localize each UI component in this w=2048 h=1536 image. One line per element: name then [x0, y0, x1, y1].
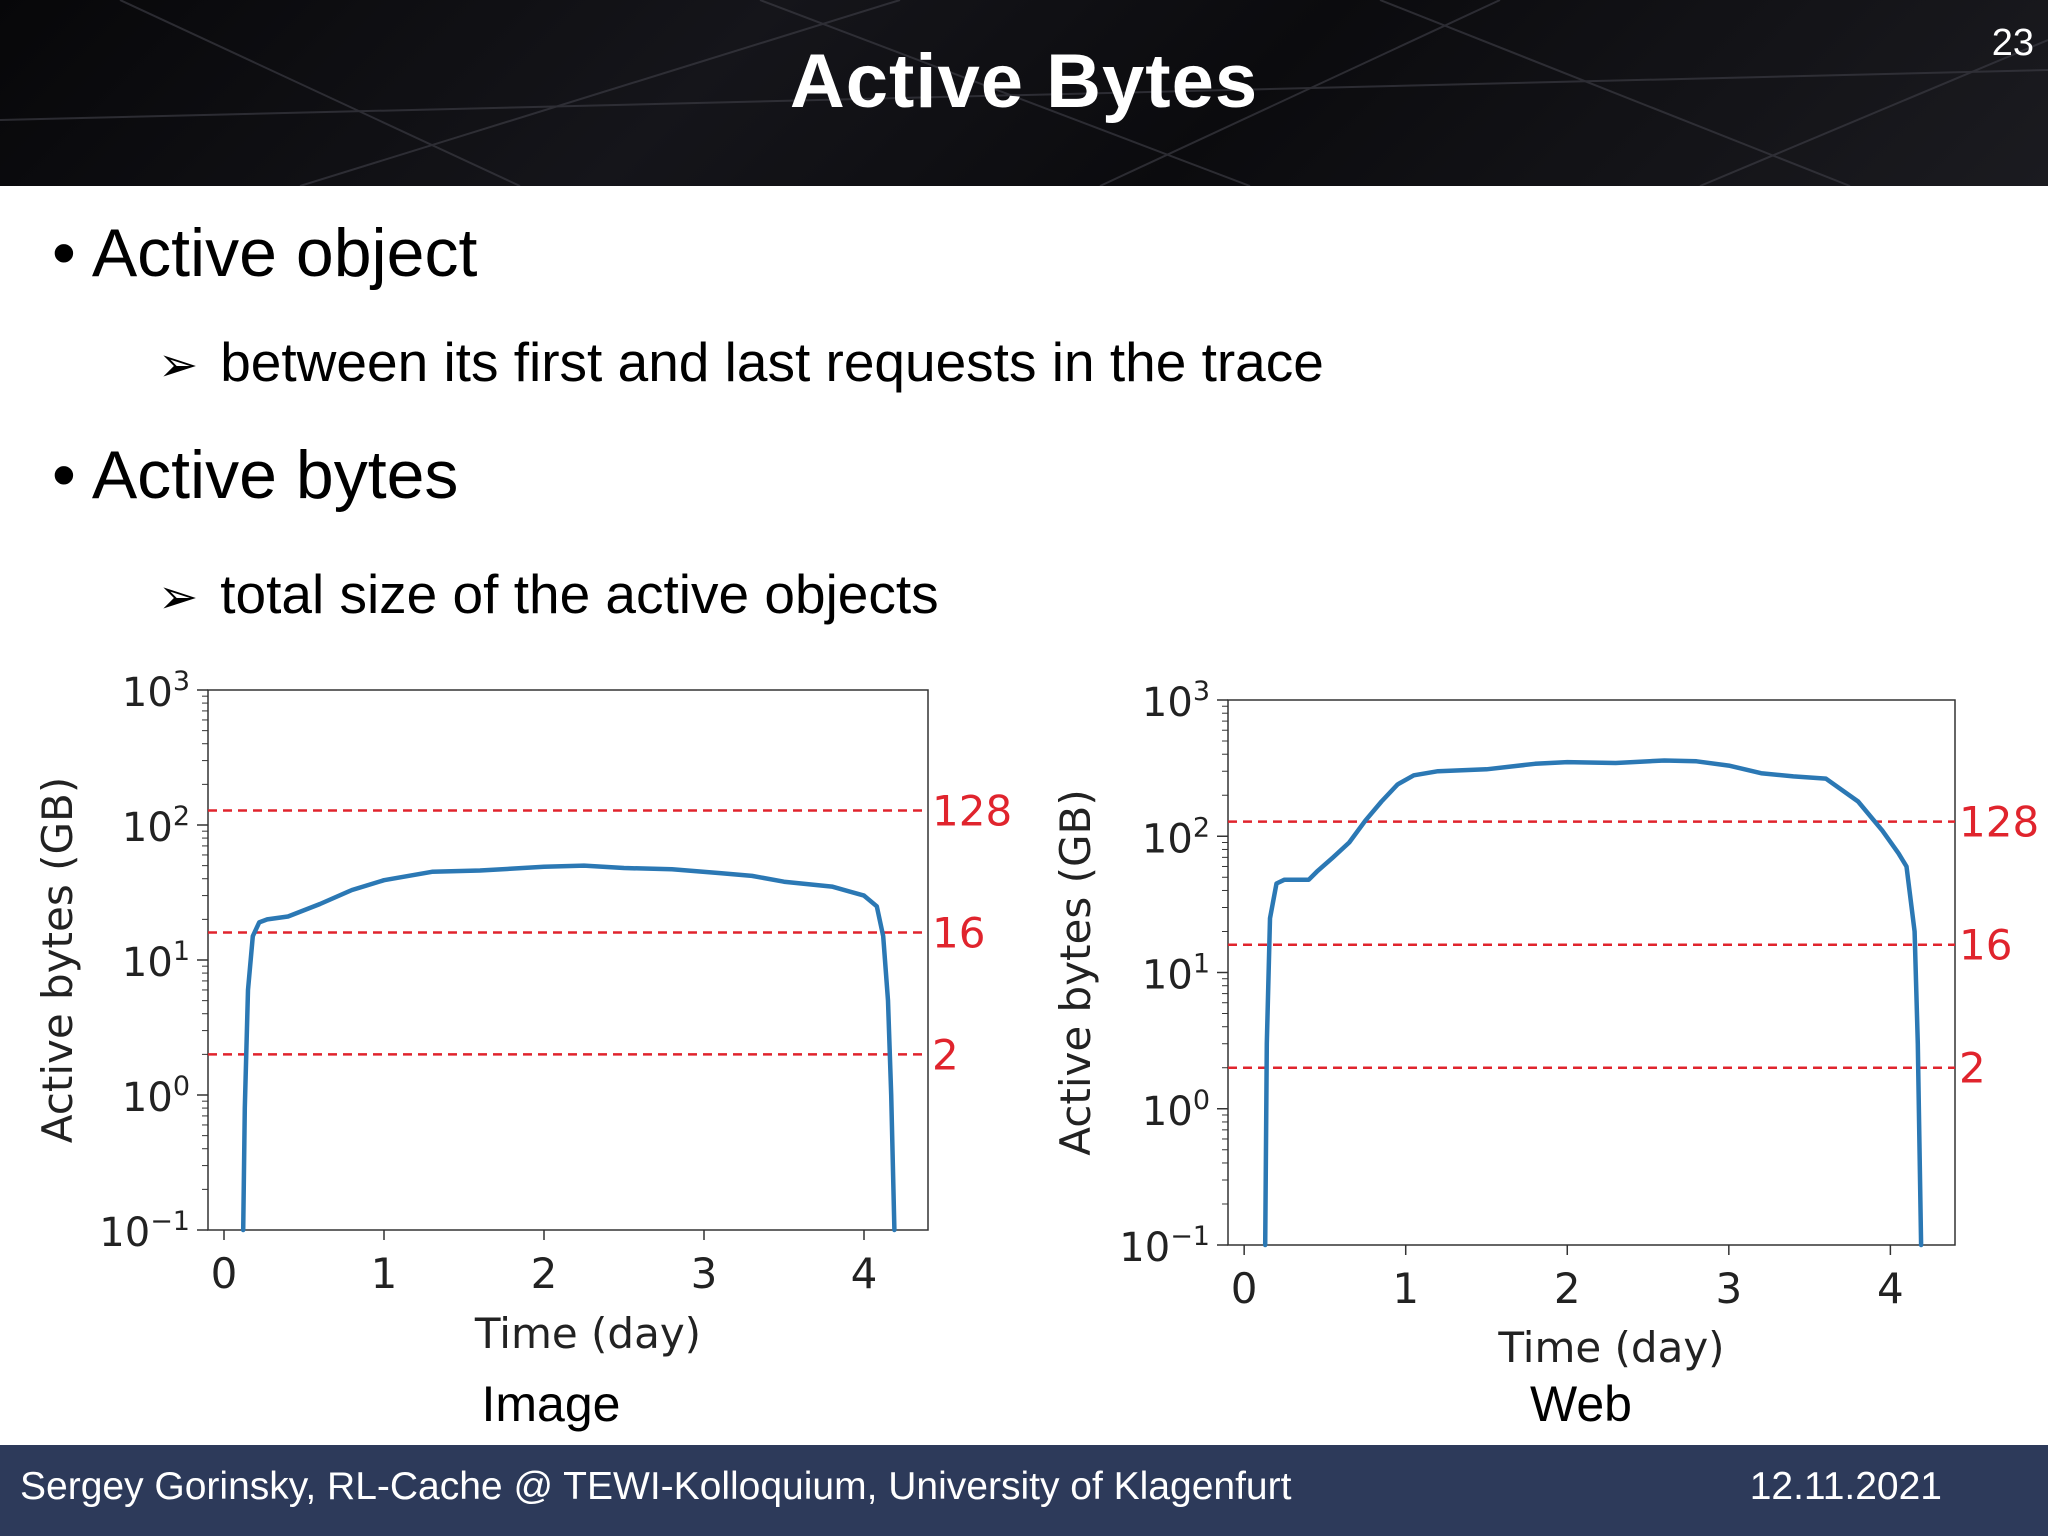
bullet-active-object: • Active object: [52, 214, 477, 292]
y-tick-base: 10: [122, 1075, 173, 1121]
y-tick-exponent: 1: [1193, 949, 1210, 980]
reference-line-label: 128: [1959, 798, 2039, 847]
y-tick-label: 100: [1142, 1085, 1210, 1135]
y-tick-label: 103: [1142, 676, 1210, 726]
y-tick-base: 10: [1119, 1225, 1170, 1271]
y-tick-exponent: 1: [173, 936, 190, 967]
y-tick-exponent: 0: [173, 1071, 190, 1102]
y-axis-label: Active bytes (GB): [1051, 789, 1100, 1155]
sub-bullet-first-last-requests: ➢ between its first and last requests in …: [158, 330, 1324, 394]
y-tick-base: 10: [1142, 816, 1193, 862]
y-tick-label: 102: [122, 801, 190, 851]
reference-line-label: 16: [932, 908, 985, 957]
bullet-text: Active bytes: [91, 437, 459, 513]
y-tick-label: 103: [122, 666, 190, 716]
y-tick-label: 101: [1142, 949, 1210, 999]
sub-bullet-text: total size of the active objects: [220, 563, 939, 625]
chart-caption-web: Web: [1530, 1376, 1632, 1432]
x-tick-label: 1: [1392, 1264, 1419, 1313]
x-tick-label: 3: [1715, 1264, 1742, 1313]
slide-header: Active Bytes 23: [0, 0, 2048, 186]
y-tick-exponent: −1: [1170, 1221, 1210, 1252]
y-tick-exponent: 2: [173, 801, 190, 832]
x-tick-label: 2: [1554, 1264, 1581, 1313]
y-tick-exponent: −1: [150, 1206, 190, 1237]
slide-title: Active Bytes: [789, 39, 1259, 124]
y-tick-base: 10: [1142, 953, 1193, 999]
sub-bullet-text: between its first and last requests in t…: [220, 331, 1324, 393]
x-tick-label: 3: [691, 1249, 718, 1298]
y-tick-label: 102: [1142, 812, 1210, 862]
bullet-dot: •: [52, 437, 76, 513]
x-tick-label: 1: [371, 1249, 398, 1298]
footer-date: 12.11.2021: [1749, 1465, 1942, 1508]
reference-line-label: 128: [932, 787, 1012, 836]
x-tick-label: 4: [1877, 1264, 1904, 1313]
slide-footer: Sergey Gorinsky, RL-Cache @ TEWI-Kolloqu…: [0, 1445, 2048, 1536]
y-tick-base: 10: [122, 805, 173, 851]
reference-line-label: 2: [1959, 1044, 1986, 1093]
y-tick-label: 100: [122, 1071, 190, 1121]
sub-bullet-total-size: ➢ total size of the active objects: [158, 562, 939, 626]
bullet-text: Active object: [91, 215, 478, 291]
y-tick-base: 10: [1142, 1089, 1193, 1135]
footer-author-event: Sergey Gorinsky, RL-Cache @ TEWI-Kolloqu…: [20, 1465, 1292, 1508]
y-tick-label: 10−1: [99, 1206, 190, 1256]
y-tick-base: 10: [122, 670, 173, 716]
y-tick-exponent: 0: [1193, 1085, 1210, 1116]
y-tick-exponent: 3: [1193, 676, 1210, 707]
chart-caption-image: Image: [481, 1376, 621, 1432]
y-tick-base: 10: [99, 1210, 150, 1256]
x-axis-label: Time (day): [1497, 1323, 1724, 1372]
y-tick-exponent: 2: [1193, 812, 1210, 843]
bullet-dot: •: [52, 215, 76, 291]
arrow-bullet-icon: ➢: [158, 339, 199, 392]
y-tick-base: 10: [1142, 680, 1193, 726]
plot-area: [1227, 699, 1956, 1246]
x-tick-label: 0: [211, 1249, 238, 1298]
arrow-bullet-icon: ➢: [158, 571, 199, 624]
x-tick-label: 2: [531, 1249, 558, 1298]
y-tick-label: 101: [122, 936, 190, 986]
x-axis-label: Time (day): [474, 1309, 701, 1358]
y-axis-label: Active bytes (GB): [33, 777, 82, 1143]
series-line: [1262, 758, 1924, 1248]
y-tick-base: 10: [122, 940, 173, 986]
reference-line-label: 16: [1959, 921, 2012, 970]
slide-number: 23: [1991, 22, 2034, 64]
series-line: [240, 863, 897, 1233]
header-background-lines: [0, 0, 2048, 186]
y-tick-exponent: 3: [173, 666, 190, 697]
x-tick-label: 0: [1231, 1264, 1258, 1313]
x-tick-label: 4: [851, 1249, 878, 1298]
reference-line-label: 2: [932, 1030, 959, 1079]
bullet-active-bytes: • Active bytes: [52, 436, 458, 514]
y-tick-label: 10−1: [1119, 1221, 1210, 1271]
plot-area: [207, 689, 929, 1231]
